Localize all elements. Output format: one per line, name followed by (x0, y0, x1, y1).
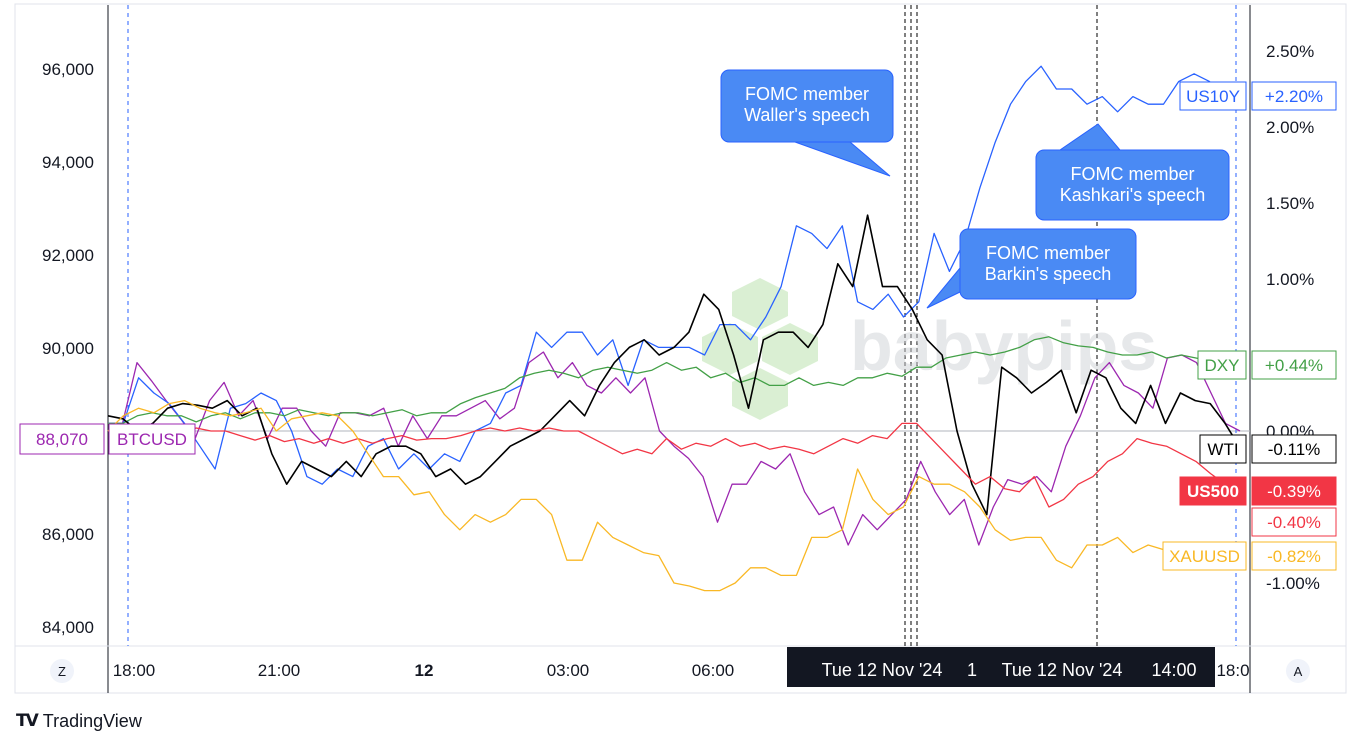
auto-scale-button[interactable] (1286, 659, 1310, 683)
series-line-xauusd (107, 399, 1240, 592)
tradingview-logo: TV (16, 711, 39, 731)
timezone-button-label: Z (58, 664, 66, 679)
series-tag-btcusd: BTCUSD (117, 430, 187, 449)
callout-text-kashkari: Kashkari's speech (1060, 185, 1206, 205)
series-value-us10y: +2.20% (1265, 87, 1323, 106)
crosshair-time: 14:00 (1151, 660, 1196, 680)
right-axis-tick: -1.00% (1266, 574, 1320, 593)
series-tag-xauusd: XAUUSD (1169, 547, 1240, 566)
callout-text-barkin: Barkin's speech (985, 264, 1112, 284)
series-tag-dxy: DXY (1205, 356, 1240, 375)
extra-value-label: -0.40% (1267, 513, 1321, 532)
babypips-watermark: babypips (702, 278, 1157, 420)
callout-text-barkin: FOMC member (986, 243, 1110, 263)
btc-price-box (19, 423, 105, 455)
btc-price-label: 88,070 (36, 430, 88, 449)
left-axis-tick: 84,000 (42, 618, 94, 637)
series-tag-us500: US500 (1187, 482, 1239, 501)
extra-value-box (1251, 507, 1337, 537)
callout-box-waller (720, 69, 894, 143)
right-axis-tick: 2.00% (1266, 118, 1314, 137)
series-value-box-us10y (1251, 81, 1337, 111)
callout-text-kashkari: FOMC member (1070, 164, 1194, 184)
series-tag-box-dxy (1197, 350, 1247, 380)
tradingview-brand[interactable]: TV TradingView (16, 710, 142, 732)
series-line-dxy (108, 336, 1240, 425)
series-tag-box-wti (1199, 434, 1247, 464)
series-tag-box-xauusd (1162, 541, 1247, 571)
series-value-box-wti (1251, 434, 1337, 464)
time-axis-tick: 18:00 (113, 661, 156, 680)
timezone-button[interactable] (50, 659, 74, 683)
crosshair-date-right: Tue 12 Nov '24 (1002, 660, 1123, 680)
watermark-text: babypips (850, 307, 1157, 385)
time-axis-tick: 03:00 (547, 661, 590, 680)
series-tag-wti: WTI (1207, 440, 1238, 459)
series-value-dxy: +0.44% (1265, 356, 1323, 375)
series-tag-box-us500 (1179, 476, 1247, 506)
series-line-wti (107, 214, 1241, 516)
auto-scale-button-label: A (1294, 664, 1303, 679)
series-value-us500: -0.39% (1267, 482, 1321, 501)
callout-text-waller: FOMC member (745, 84, 869, 104)
time-axis-tick: 12 (415, 661, 434, 680)
left-axis-tick: 90,000 (42, 339, 94, 358)
series-value-box-us500 (1251, 476, 1337, 506)
series-tag-box-us10y (1179, 81, 1247, 111)
series-line-us500 (107, 422, 1241, 508)
series-tag-us10y: US10Y (1186, 87, 1240, 106)
time-axis-tick: 06:00 (692, 661, 735, 680)
series-value-xauusd: -0.82% (1267, 547, 1321, 566)
series-line-btcusd (108, 351, 1241, 546)
left-axis-tick: 92,000 (42, 246, 94, 265)
crosshair-date-mid: 1 (967, 660, 977, 680)
series-value-box-dxy (1251, 350, 1337, 380)
left-axis-tick: 86,000 (42, 525, 94, 544)
right-axis-tick: 2.50% (1266, 42, 1314, 61)
callout-box-barkin (959, 228, 1137, 300)
tradingview-wordmark: TradingView (42, 710, 142, 731)
left-axis-tick: 94,000 (42, 153, 94, 172)
chart-frame (14, 3, 1347, 694)
series-value-wti: -0.11% (1268, 440, 1321, 459)
crosshair-date-left: Tue 12 Nov '24 (822, 660, 943, 680)
watermark-cube-icon (702, 278, 818, 420)
callout-text-waller: Waller's speech (744, 105, 870, 125)
series-value-box-xauusd (1251, 541, 1337, 571)
btc-name-box (108, 423, 196, 455)
crosshair-time-bar (787, 647, 1215, 687)
time-axis-tick: 21:00 (258, 661, 301, 680)
time-axis-tick: 18:0 (1216, 661, 1249, 680)
callout-box-kashkari (1035, 149, 1230, 221)
right-axis-tick: 1.50% (1266, 194, 1314, 213)
right-axis-tick: 1.00% (1266, 270, 1314, 289)
left-axis-tick: 96,000 (42, 60, 94, 79)
